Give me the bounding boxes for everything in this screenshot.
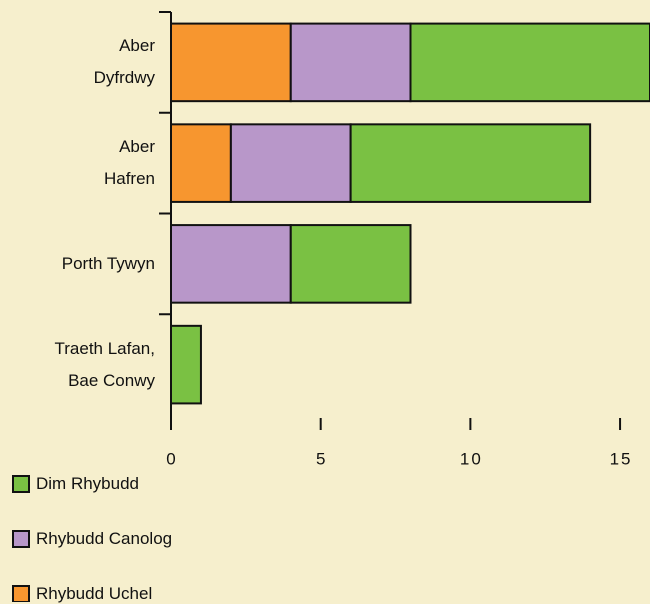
legend-swatch [13,586,29,602]
category-label: Aber Dyfrdwy [5,30,155,94]
bar-segment [231,124,351,202]
category-label: Traeth Lafan, Bae Conwy [5,333,155,397]
x-tick-label: 15 [610,449,633,468]
x-tick-label: 10 [460,449,483,468]
bar-segment [291,24,411,102]
bar-segment [171,24,291,102]
bar-segment [171,326,201,404]
legend-label: Rhybudd Canolog [36,529,172,549]
category-label: Aber Hafren [5,131,155,195]
legend-label: Dim Rhybudd [36,474,139,494]
bar-segment [291,225,411,303]
bar-segment [351,124,591,202]
bar-segment [171,124,231,202]
bar-segment [411,24,650,102]
legend-label: Rhybudd Uchel [36,584,152,604]
category-label: Porth Tywyn [5,248,155,280]
legend-swatch [13,531,29,547]
x-tick-label: 0 [166,449,177,468]
legend-swatch [13,476,29,492]
x-tick-label: 5 [316,449,327,468]
bar-segment [171,225,291,303]
